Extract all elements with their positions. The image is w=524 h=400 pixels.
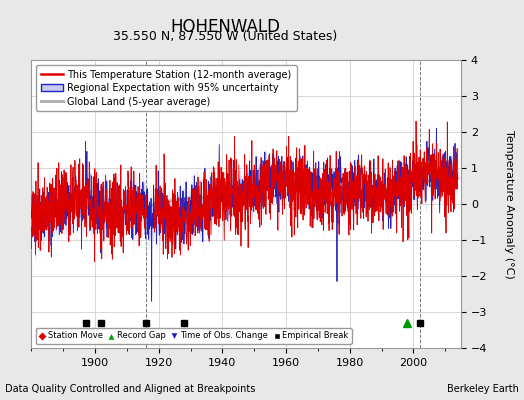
Text: HOHENWALD: HOHENWALD [170,18,280,36]
Text: Berkeley Earth: Berkeley Earth [447,384,519,394]
Y-axis label: Temperature Anomaly (°C): Temperature Anomaly (°C) [504,130,514,278]
Legend: Station Move, Record Gap, Time of Obs. Change, Empirical Break: Station Move, Record Gap, Time of Obs. C… [36,328,352,344]
Text: 35.550 N, 87.550 W (United States): 35.550 N, 87.550 W (United States) [113,30,337,43]
Text: Data Quality Controlled and Aligned at Breakpoints: Data Quality Controlled and Aligned at B… [5,384,256,394]
